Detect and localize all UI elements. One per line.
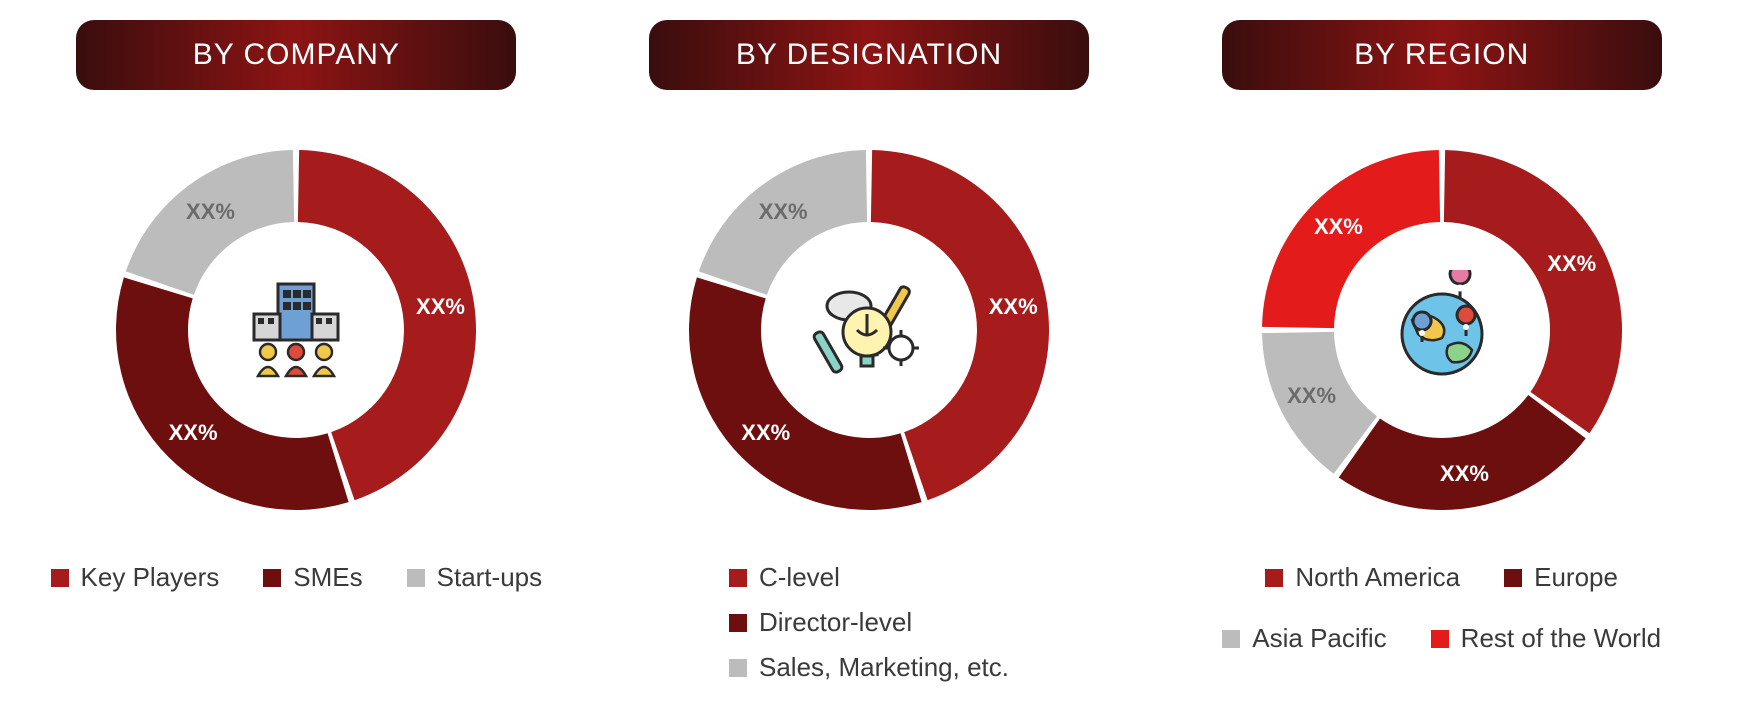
legend-swatch	[1222, 630, 1240, 648]
legend-swatch	[729, 659, 747, 677]
panel-company-title: BY COMPANY	[76, 20, 516, 90]
designation-slice-2-label: XX%	[759, 199, 808, 225]
legend-label: Key Players	[81, 562, 220, 593]
region-slice-2-label: XX%	[1287, 383, 1336, 409]
panel-company: BY COMPANY	[20, 20, 573, 683]
legend-label: Rest of the World	[1461, 623, 1661, 654]
globe-icon	[1382, 270, 1502, 390]
region-slice-1-label: XX%	[1440, 461, 1489, 487]
legend-label: North America	[1295, 562, 1460, 593]
legend-label: Asia Pacific	[1252, 623, 1386, 654]
region-legend-item-2: Asia Pacific	[1222, 623, 1386, 654]
region-donut: XX% XX% XX% XX%	[1232, 120, 1652, 540]
company-slice-1-label: XX%	[169, 420, 218, 446]
legend-swatch	[263, 569, 281, 587]
region-legend-item-1: Europe	[1504, 562, 1618, 593]
legend-label: Start-ups	[437, 562, 543, 593]
legend-label: C-level	[759, 562, 840, 593]
panel-region: BY REGION XX% XX% XX% XX% North America Euro…	[1165, 20, 1718, 683]
legend-swatch	[1504, 569, 1522, 587]
company-icon	[236, 270, 356, 390]
panels-row: BY COMPANY	[0, 0, 1738, 683]
region-slice-3-label: XX%	[1314, 214, 1363, 240]
company-slice-0-label: XX%	[416, 294, 465, 320]
designation-legend-item-2: Sales, Marketing, etc.	[729, 652, 1009, 683]
company-legend-item-2: Start-ups	[407, 562, 543, 593]
panel-company-title-text: BY COMPANY	[193, 38, 400, 72]
legend-label: Director-level	[759, 607, 912, 638]
designation-slice-0-label: XX%	[989, 294, 1038, 320]
region-legend: North America Europe Asia Pacific Rest of t…	[1192, 562, 1692, 654]
legend-label: SMEs	[293, 562, 362, 593]
panel-region-title: BY REGION	[1222, 20, 1662, 90]
company-legend: Key Players SMEs Start-ups	[51, 562, 543, 593]
designation-legend-item-0: C-level	[729, 562, 840, 593]
designation-slice-1-label: XX%	[741, 420, 790, 446]
region-slice-1	[1338, 395, 1585, 510]
legend-swatch	[729, 569, 747, 587]
company-legend-item-1: SMEs	[263, 562, 362, 593]
company-donut: XX% XX% XX%	[86, 120, 506, 540]
legend-swatch	[1431, 630, 1449, 648]
region-legend-item-0: North America	[1265, 562, 1460, 593]
legend-swatch	[1265, 569, 1283, 587]
idea-icon	[809, 270, 929, 390]
legend-swatch	[729, 614, 747, 632]
panel-region-title-text: BY REGION	[1354, 38, 1529, 72]
designation-donut: XX% XX% XX%	[659, 120, 1079, 540]
legend-label: Europe	[1534, 562, 1618, 593]
legend-swatch	[51, 569, 69, 587]
panel-designation-title-text: BY DESIGNATION	[736, 38, 1002, 72]
designation-legend-item-1: Director-level	[729, 607, 912, 638]
panel-designation-title: BY DESIGNATION	[649, 20, 1089, 90]
company-legend-item-0: Key Players	[51, 562, 220, 593]
legend-label: Sales, Marketing, etc.	[759, 652, 1009, 683]
designation-legend: C-level Director-level Sales, Marketing, e…	[729, 562, 1009, 683]
company-slice-2-label: XX%	[186, 199, 235, 225]
panel-designation: BY DESIGNATION XX% XX% XX% C-level Director…	[593, 20, 1146, 683]
region-legend-item-3: Rest of the World	[1431, 623, 1661, 654]
region-slice-0-label: XX%	[1547, 251, 1596, 277]
legend-swatch	[407, 569, 425, 587]
